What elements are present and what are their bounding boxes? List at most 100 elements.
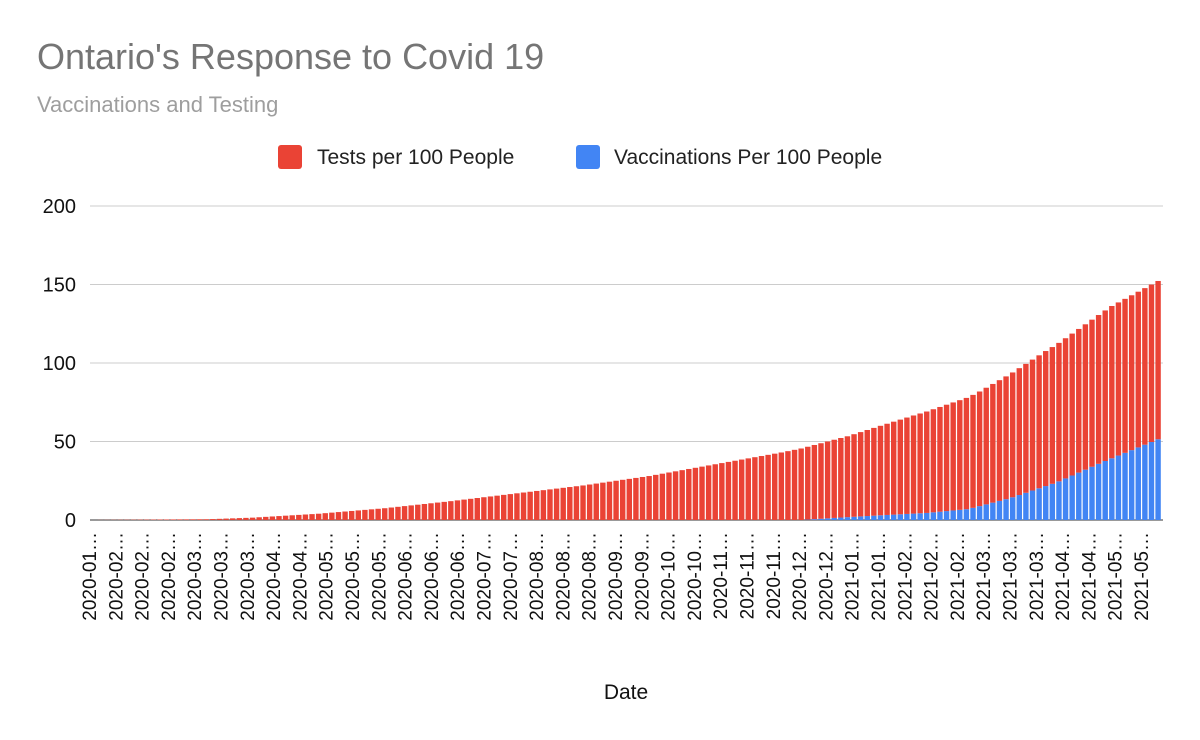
x-tick-label: 2021-04…: [1053, 532, 1074, 621]
x-tick-label: 2020-09…: [632, 532, 653, 621]
legend-swatch-tests: [278, 145, 302, 169]
bar-tests: [791, 449, 798, 520]
bar-vaccinations: [1069, 475, 1075, 520]
bar-tests: [382, 508, 388, 520]
bar-tests: [388, 507, 395, 520]
bar-tests: [309, 514, 315, 520]
bar-tests: [170, 519, 176, 520]
bar-tests: [824, 441, 831, 519]
bar-tests: [362, 509, 368, 520]
bar-tests: [646, 476, 652, 520]
y-tick-label: 50: [54, 432, 76, 454]
bar-tests: [950, 402, 956, 511]
bar-tests: [738, 459, 745, 520]
x-axis-label: Date: [604, 681, 648, 704]
bar-tests: [335, 512, 342, 520]
bar-tests: [230, 518, 236, 520]
bar-tests: [196, 519, 203, 520]
bar-tests: [976, 391, 983, 507]
bar-tests: [520, 492, 527, 520]
bar-vaccinations: [1089, 466, 1095, 520]
y-tick-label: 200: [43, 196, 76, 218]
bar-vaccinations: [1128, 450, 1135, 520]
bar-tests: [772, 453, 778, 520]
bar-tests: [375, 508, 381, 520]
bar-tests: [560, 487, 566, 520]
x-tick-label: 2020-06…: [448, 532, 469, 621]
bar-tests: [527, 491, 533, 520]
bar-tests: [322, 513, 328, 520]
bar-vaccinations: [1148, 441, 1155, 520]
bar-tests: [970, 394, 976, 508]
x-tick-label: 2020-12…: [790, 532, 811, 621]
bar-tests: [613, 480, 619, 520]
bar-tests: [1069, 333, 1075, 476]
bar-vaccinations: [957, 509, 963, 520]
bar-tests: [408, 505, 414, 520]
x-tick-label: 2021-01…: [869, 532, 890, 621]
bar-tests: [249, 517, 256, 520]
bar-vaccinations: [838, 517, 844, 520]
bar-vaccinations: [1029, 490, 1036, 520]
bar-tests: [705, 465, 712, 520]
bar-tests: [448, 501, 454, 520]
bar-tests: [593, 483, 599, 520]
bar-tests: [395, 506, 401, 520]
bar-tests: [534, 490, 540, 520]
bar-vaccinations: [1155, 439, 1161, 520]
bar-vaccinations: [1062, 478, 1069, 520]
chart-title: Ontario's Response to Covid 19: [37, 36, 544, 77]
bar-tests: [725, 461, 732, 520]
bar-tests: [501, 494, 507, 520]
bar-tests: [890, 421, 897, 515]
bar-tests: [699, 466, 705, 520]
bar-tests: [924, 411, 930, 513]
bar-tests: [666, 472, 672, 520]
x-tick-label: 2020-07…: [475, 532, 496, 621]
bar-tests: [1155, 280, 1161, 440]
bar-tests: [871, 427, 877, 516]
bar-vaccinations: [1095, 463, 1102, 520]
bar-tests: [1029, 359, 1036, 491]
bar-tests: [1102, 310, 1108, 462]
bar-tests: [210, 519, 216, 520]
x-tick-label: 2020-12…: [816, 532, 837, 621]
bar-tests: [1142, 288, 1148, 445]
bar-tests: [752, 457, 758, 520]
bar-tests: [1056, 342, 1062, 482]
bar-tests: [203, 519, 209, 520]
bar-tests: [494, 495, 500, 520]
bar-vaccinations: [897, 514, 904, 520]
bar-tests: [474, 498, 480, 520]
bar-tests: [428, 503, 434, 520]
bar-vaccinations: [824, 518, 831, 520]
bar-tests: [1043, 351, 1049, 487]
bar-tests: [1003, 376, 1009, 500]
bar-tests: [553, 488, 560, 520]
bar-vaccinations: [1049, 483, 1056, 520]
bar-vaccinations: [996, 500, 1003, 520]
bar-tests: [368, 509, 375, 520]
x-tick-label: 2020-02…: [133, 532, 154, 621]
bar-tests: [507, 494, 514, 520]
chart-subtitle: Vaccinations and Testing: [37, 92, 278, 117]
x-axis-ticks: 2020-01… 2020-02… 2020-02… 2020-02… 2020-03……: [80, 532, 1153, 621]
bar-tests: [619, 479, 626, 520]
bar-tests: [467, 498, 474, 520]
bar-tests: [163, 519, 170, 520]
x-tick-label: 2020-04…: [290, 532, 311, 621]
bar-tests: [236, 518, 243, 520]
x-tick-label: 2021-03…: [974, 532, 995, 621]
bar-vaccinations: [976, 506, 983, 520]
bar-tests: [679, 470, 685, 520]
bar-tests: [633, 477, 639, 520]
bar-tests: [296, 514, 302, 520]
bar-tests: [904, 417, 910, 514]
bar-tests: [263, 516, 269, 520]
bar-tests: [1062, 338, 1069, 479]
x-tick-label: 2021-05…: [1106, 532, 1127, 621]
bar-tests: [785, 451, 791, 520]
x-tick-label: 2021-05…: [1132, 532, 1153, 621]
bar-tests: [1095, 315, 1102, 464]
